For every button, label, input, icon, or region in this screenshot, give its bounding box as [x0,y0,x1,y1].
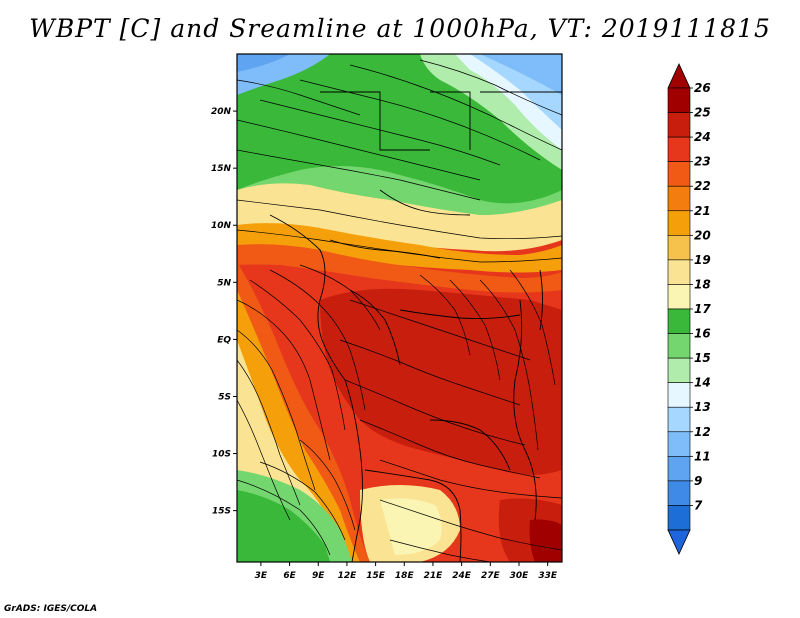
lon-tick-label: 12E [338,571,358,581]
colorbar-swatch [667,431,691,457]
lon-tick-label: 18E [395,571,415,581]
colorbar-label: 23 [694,155,711,169]
colorbar-label: 19 [694,253,711,267]
lon-tick-label: 15E [366,571,386,581]
longitude-axis: 3E 6E 9E 12E 15E 18E 21E 24E 27E 30E 33E [255,562,558,581]
colorbar-label: 14 [694,376,711,390]
colorbar-label: 24 [694,130,711,144]
colorbar-label: 26 [694,81,711,95]
lat-tick-label: EQ [217,335,231,345]
lat-tick-label: 10S [212,450,231,460]
colorbar-label: 22 [694,179,711,193]
wbpt-field [237,54,562,562]
lon-tick-label: 9E [312,571,325,581]
colorbar-label: 20 [694,228,711,242]
lon-tick-label: 33E [538,571,558,581]
colorbar-label: 9 [694,474,702,488]
colorbar-swatch [667,185,691,212]
colorbar-label: 13 [694,400,711,414]
colorbar-swatch [667,357,691,383]
colorbar-label: 18 [694,277,711,291]
colorbar-swatch [667,382,691,408]
colorbar-swatch [667,235,691,261]
lat-tick-label: 15S [212,507,231,517]
colorbar-swatch [667,161,691,187]
lat-tick-label: 15N [211,164,232,174]
colorbar-swatch [667,284,691,310]
colorbar-label: 25 [694,106,711,120]
colorbar-min-arrow [667,529,691,555]
colorbar-label: 16 [694,327,711,341]
colorbar-label: 7 [694,498,703,512]
colorbar-swatch [667,308,691,334]
lon-tick-label: 30E [510,571,530,581]
colorbar-max-arrow [667,63,691,89]
colorbar-label: 11 [694,449,711,463]
grads-credit: GrADS: IGES/COLA [4,604,98,614]
colorbar-swatch [667,112,691,138]
colorbar: 26 25 24 23 22 21 20 19 18 17 16 15 14 13 12 11 9 7 [667,63,711,555]
lat-tick-label: 20N [211,107,232,117]
colorbar-swatch [667,406,691,433]
colorbar-swatch [667,456,691,482]
colorbar-swatch [667,333,691,359]
colorbar-label: 17 [694,302,711,316]
lat-tick-label: 5S [218,392,231,402]
lon-tick-label: 27E [481,571,501,581]
lat-tick-label: 10N [211,221,232,231]
colorbar-swatch [667,505,691,531]
colorbar-swatch [667,480,691,506]
lat-tick-label: 5N [217,278,231,288]
lon-tick-label: 6E [283,571,296,581]
map-frame [236,53,563,563]
latitude-axis: 20N 15N 10N 5N EQ 5S 10S 15S [211,107,237,517]
lon-tick-label: 24E [452,571,472,581]
lon-tick-label: 3E [255,571,268,581]
colorbar-swatch [667,210,691,236]
chart-title: WBPT [C] and Sreamline at 1000hPa, VT: 2… [29,14,771,43]
colorbar-label: 12 [694,425,711,439]
country-borders [269,91,562,562]
colorbar-swatch [667,259,691,285]
lon-tick-label: 21E [424,571,444,581]
colorbar-label: 21 [694,204,711,218]
colorbar-swatch [667,136,691,162]
colorbar-swatch [667,87,691,113]
colorbar-label: 15 [694,351,711,365]
